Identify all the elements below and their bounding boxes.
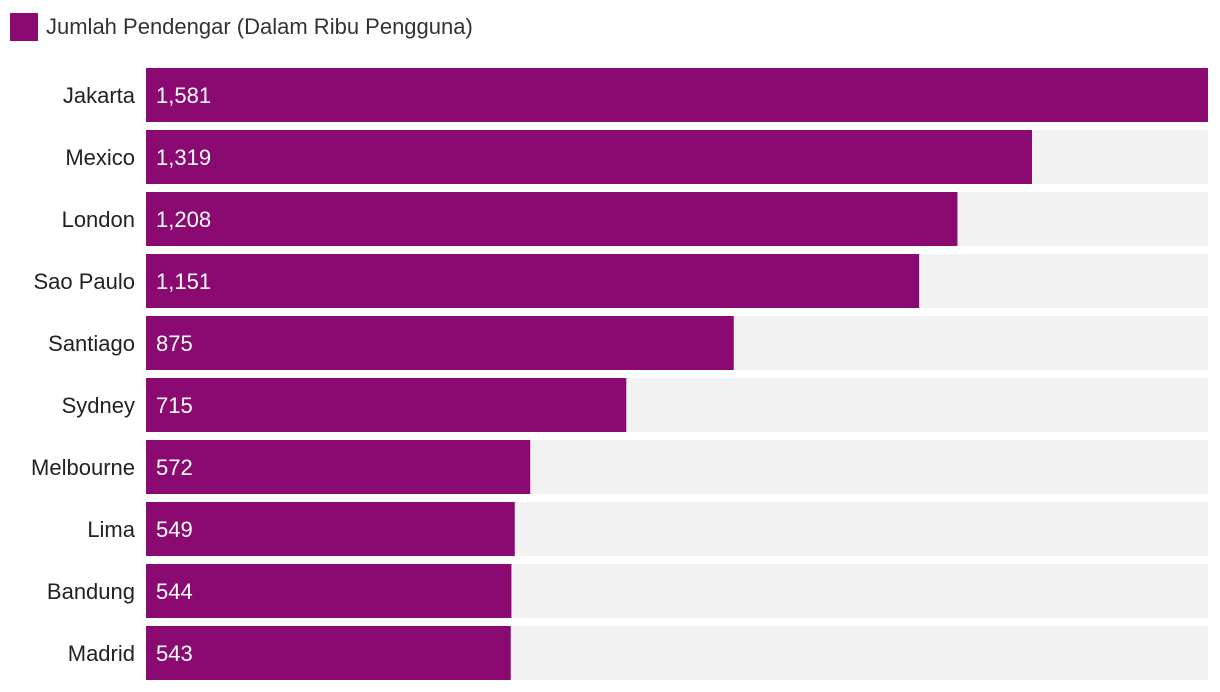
category-label-santiago: Santiago [48,331,135,356]
category-label-sao-paulo: Sao Paulo [33,269,135,294]
bar-london [146,192,958,246]
category-label-jakarta: Jakarta [63,83,136,108]
category-label-london: London [62,207,135,232]
bar-sao-paulo [146,254,920,308]
value-label-melbourne: 572 [156,455,193,480]
value-label-jakarta: 1,581 [156,83,211,108]
category-label-madrid: Madrid [68,641,135,666]
legend: Jumlah Pendengar (Dalam Ribu Pengguna) [10,12,473,42]
value-label-sao-paulo: 1,151 [156,269,211,294]
category-label-mexico: Mexico [65,145,135,170]
bar-bandung [146,564,512,618]
bar-lima [146,502,515,556]
category-label-melbourne: Melbourne [31,455,135,480]
value-label-bandung: 544 [156,579,193,604]
bar-madrid [146,626,511,680]
bar-mexico [146,130,1033,184]
value-label-lima: 549 [156,517,193,542]
value-label-mexico: 1,319 [156,145,211,170]
legend-swatch [10,13,38,41]
legend-label: Jumlah Pendengar (Dalam Ribu Pengguna) [46,14,473,39]
category-label-sydney: Sydney [62,393,135,418]
category-label-lima: Lima [87,517,135,542]
bar-melbourne [146,440,531,494]
bar-sydney [146,378,627,432]
bar-santiago [146,316,734,370]
value-label-madrid: 543 [156,641,193,666]
value-label-sydney: 715 [156,393,193,418]
value-label-london: 1,208 [156,207,211,232]
category-label-bandung: Bandung [47,579,135,604]
value-label-santiago: 875 [156,331,193,356]
bar-jakarta [146,68,1208,122]
